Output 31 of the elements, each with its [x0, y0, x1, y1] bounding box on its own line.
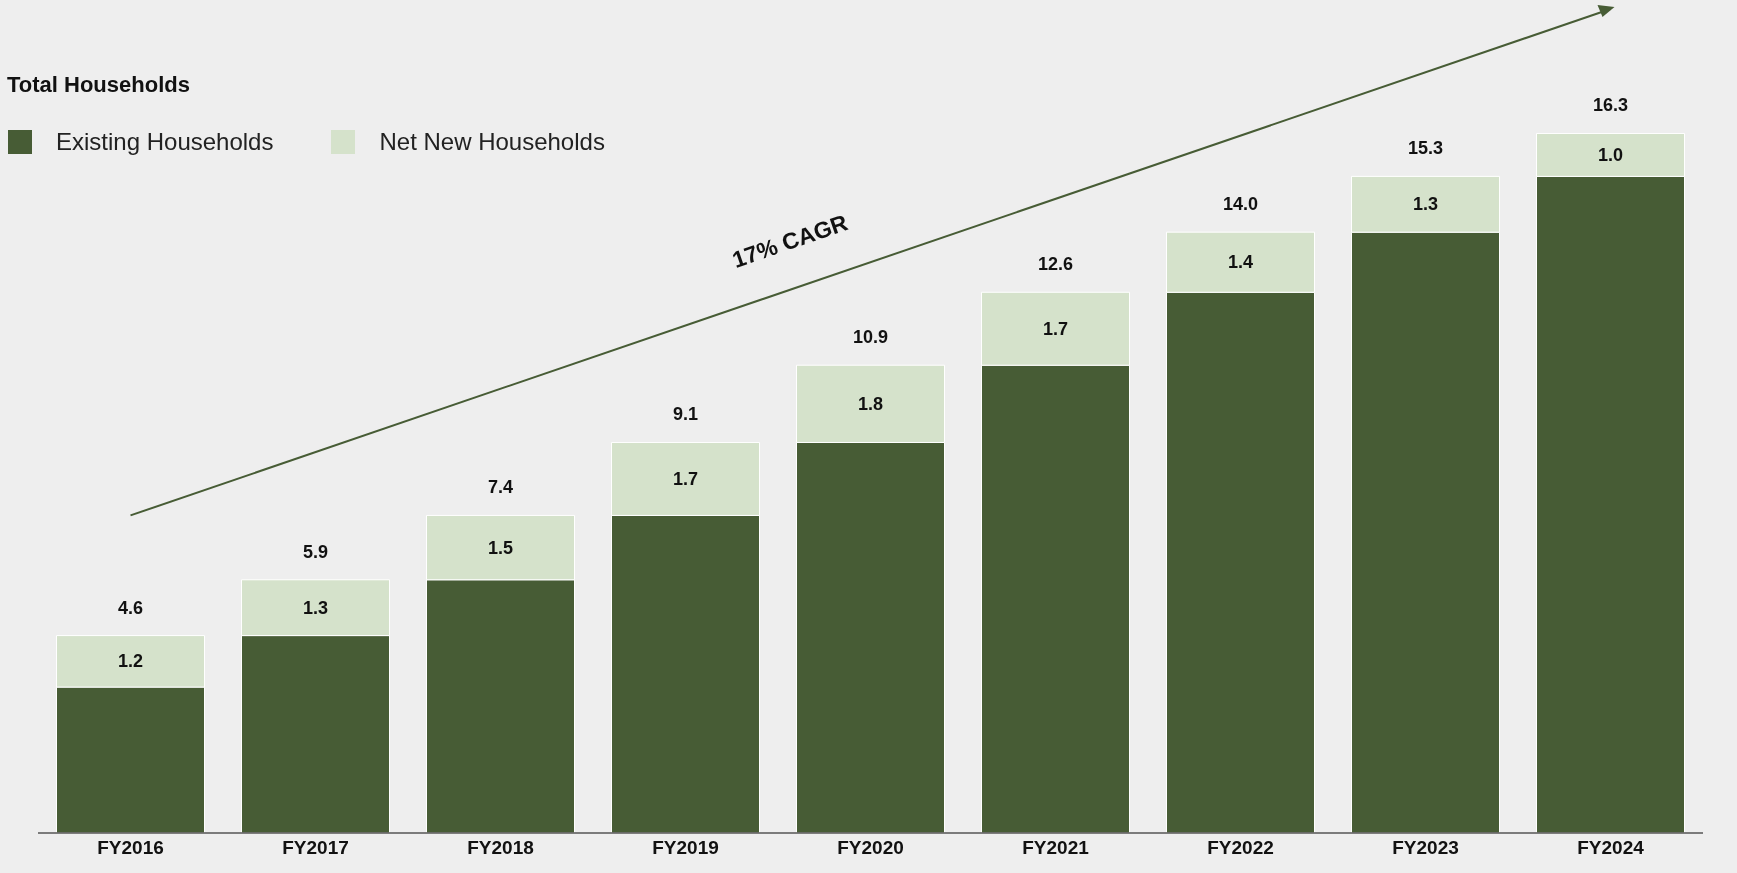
x-tick-label: FY2024 — [1577, 837, 1645, 859]
data-label: 1.5 — [487, 537, 514, 558]
x-tick-label: FY2016 — [97, 837, 164, 859]
data-label: 1.8 — [857, 393, 884, 414]
total-label: 16.3 — [1592, 95, 1629, 116]
total-label: 5.9 — [302, 541, 329, 562]
total-label: 12.6 — [1037, 254, 1074, 275]
x-tick-label: FY2017 — [282, 837, 349, 859]
total-label: 7.4 — [487, 477, 514, 498]
x-tick-label: FY2023 — [1392, 837, 1459, 859]
data-label: 1.7 — [672, 468, 699, 489]
total-label: 10.9 — [852, 327, 889, 348]
data-label: 1.0 — [1597, 144, 1624, 165]
data-label: 1.3 — [302, 597, 329, 618]
total-label: 4.6 — [117, 597, 144, 618]
x-tick-label: FY2020 — [837, 837, 904, 859]
x-tick-label: FY2022 — [1207, 837, 1274, 859]
data-label: 1.7 — [1042, 318, 1069, 339]
annotation: 17% CAGR — [728, 209, 852, 274]
legend-label: Net New Households — [379, 128, 605, 156]
data-label: 1.4 — [1227, 252, 1254, 273]
data-label: 1.3 — [1412, 194, 1439, 215]
x-tick-label: FY2019 — [652, 837, 719, 859]
total-label: 14.0 — [1222, 194, 1259, 215]
total-label: 9.1 — [672, 404, 699, 425]
total-label: 15.3 — [1407, 138, 1444, 159]
text: Total Households — [7, 72, 190, 98]
x-tick-label: FY2018 — [467, 837, 534, 859]
legend-label: Existing Households — [56, 128, 274, 156]
data-label: 1.2 — [117, 651, 144, 672]
x-tick-label: FY2021 — [1022, 837, 1090, 859]
